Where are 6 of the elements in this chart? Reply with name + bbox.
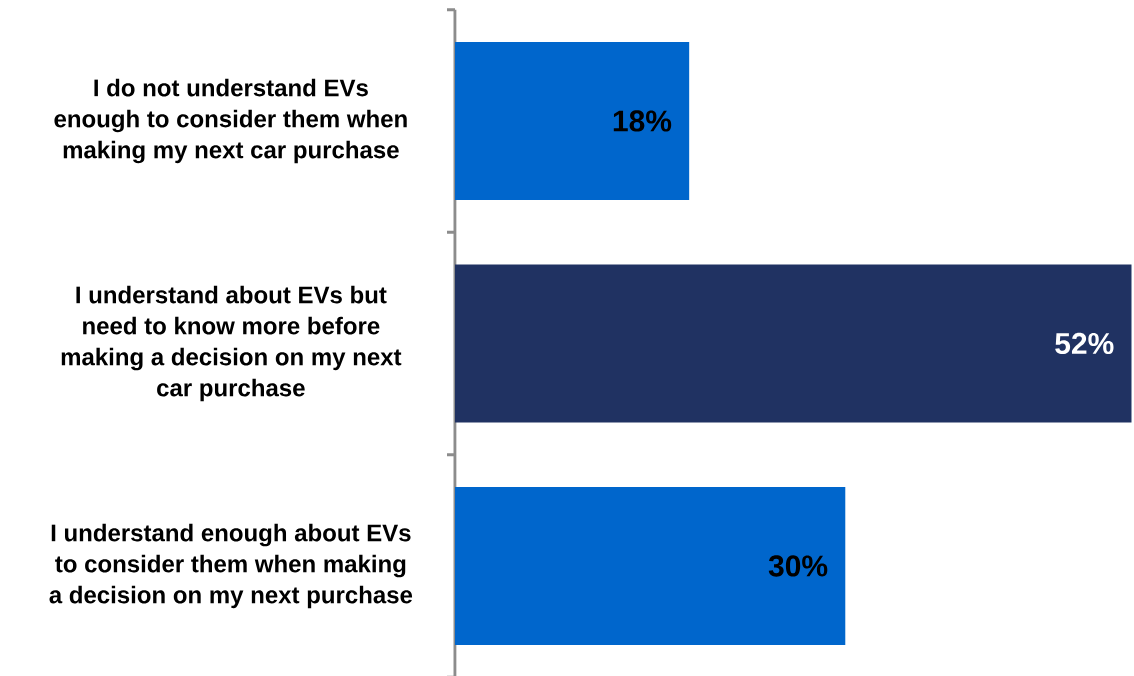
y-tick-label: I do not understand EVs enough to consider them when making my next car purchase (54, 78, 407, 164)
data-label: 52% (1055, 332, 1114, 355)
data-label: 18% (613, 110, 672, 132)
y-tick-label: I understand enough about EVs to consider them when making a decision on my next purchase (49, 523, 413, 609)
y-tick-label: I understand about EVs but need to know more before making a decision on my next car purchase (61, 285, 402, 402)
data-label: 30% (768, 555, 828, 577)
